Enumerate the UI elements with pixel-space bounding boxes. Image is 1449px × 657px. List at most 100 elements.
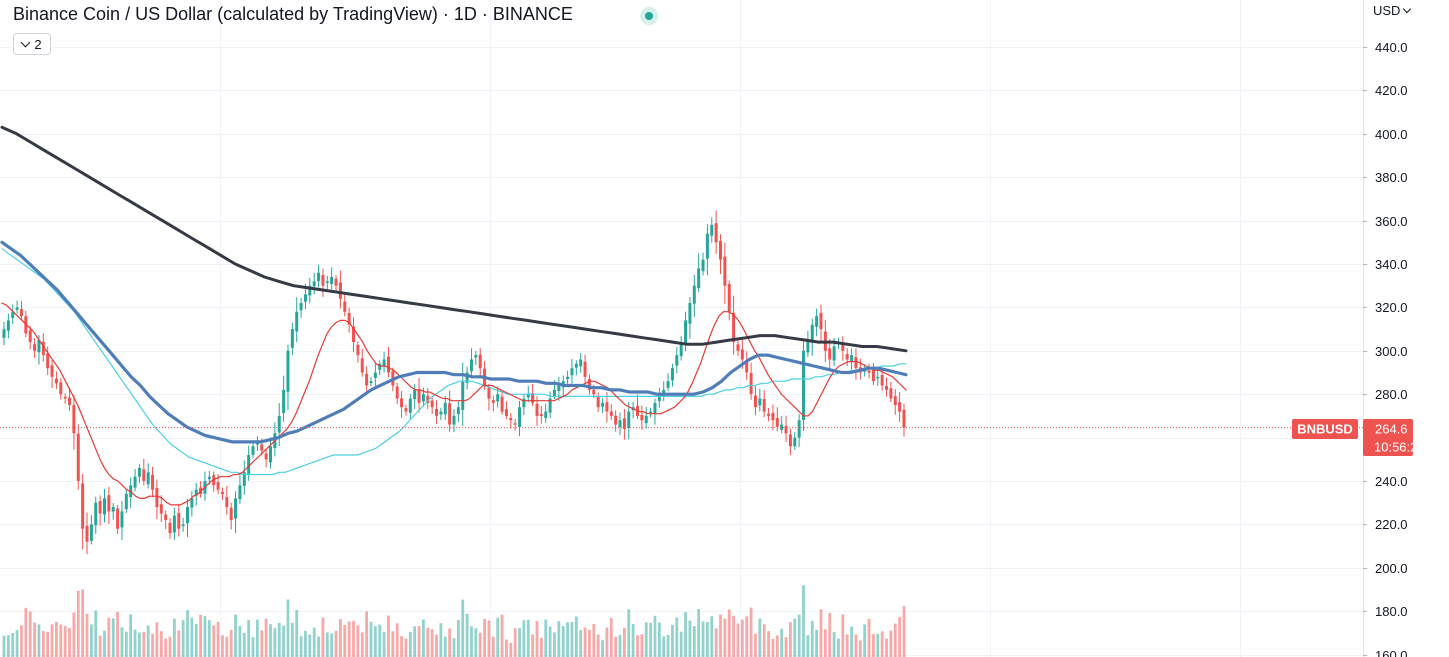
candle-body	[33, 344, 37, 351]
volume-bar	[837, 638, 840, 657]
candle-body	[867, 370, 871, 373]
candle-body	[583, 361, 587, 377]
volume-bar	[601, 640, 604, 657]
y-tick-label: 380.0	[1375, 170, 1408, 185]
volume-bar	[347, 621, 351, 657]
volume-bar	[588, 629, 591, 657]
volume-bar	[784, 637, 788, 657]
volume-bar	[518, 627, 521, 657]
volume-bar	[740, 619, 744, 657]
volume-bar	[762, 624, 766, 657]
y-tick-label: 160.0	[1375, 648, 1408, 657]
volume-bar	[657, 622, 661, 657]
candle-body	[378, 363, 382, 370]
candle-body	[461, 381, 465, 410]
volume-bar	[631, 624, 635, 657]
volume-bar	[290, 622, 294, 657]
candle-body	[793, 437, 797, 447]
volume-bar	[736, 623, 740, 657]
candle-body	[386, 356, 390, 373]
volume-bar	[242, 632, 246, 657]
volume-bar	[863, 624, 867, 657]
indicators-toggle-button[interactable]: 2	[13, 33, 51, 55]
candle-body	[496, 394, 500, 402]
volume-bar	[832, 632, 836, 657]
volume-bar	[159, 631, 163, 657]
volume-bar	[391, 631, 395, 657]
volume-bar	[142, 632, 146, 657]
volume-bar	[876, 633, 880, 657]
volume-bar	[2, 635, 6, 657]
candle-body	[430, 400, 434, 408]
y-tick-label: 440.0	[1375, 40, 1408, 55]
candle-body	[172, 515, 176, 533]
volume-bar	[662, 636, 666, 657]
candle-body	[124, 494, 128, 510]
candle-body	[238, 485, 242, 500]
volume-bar	[815, 629, 819, 657]
candle-body	[6, 320, 10, 331]
candle-body	[666, 381, 670, 388]
candle-body	[762, 399, 766, 412]
candle-body	[670, 368, 674, 381]
volume-bar	[234, 614, 237, 657]
bar-countdown: 10:56:23	[1374, 440, 1425, 455]
last-price-tag	[1363, 419, 1413, 456]
volume-bar	[448, 628, 452, 657]
volume-bar	[487, 620, 491, 657]
candle-body	[876, 376, 880, 379]
candle-body	[478, 354, 482, 369]
candle-body	[828, 348, 832, 360]
volume-bar	[627, 609, 631, 657]
candle-body	[679, 342, 683, 357]
candle-body	[303, 294, 307, 302]
volume-bar	[531, 634, 535, 657]
volume-bar	[76, 590, 80, 657]
volume-bar	[260, 630, 264, 657]
candle-body	[780, 424, 784, 430]
candle-body	[168, 522, 172, 534]
volume-bar	[609, 618, 613, 657]
volume-bar	[373, 626, 377, 657]
volume-bar	[155, 622, 159, 657]
candle-body	[365, 373, 369, 386]
candle-body	[435, 409, 439, 416]
candle-body	[815, 316, 819, 327]
candle-body	[784, 425, 788, 434]
volume-bar	[72, 612, 76, 657]
candle-body	[854, 357, 858, 369]
candle-body	[767, 413, 771, 416]
candle-body	[788, 434, 792, 447]
currency-selector[interactable]: USD	[1373, 3, 1412, 18]
volume-bar	[509, 642, 513, 657]
volume-bar	[133, 629, 137, 657]
candle-body	[609, 411, 613, 416]
candle-body	[640, 415, 644, 421]
volume-bar	[85, 613, 89, 657]
volume-bar	[24, 607, 28, 657]
volume-bar	[111, 618, 115, 657]
candle-body	[120, 511, 124, 528]
volume-bar	[483, 618, 486, 657]
ma-line-cyan	[1, 248, 907, 476]
volume-bar	[544, 619, 548, 657]
candle-body	[321, 275, 325, 286]
candle-body	[400, 398, 404, 408]
y-tick-label: 320.0	[1375, 300, 1408, 315]
candle-body	[164, 514, 168, 521]
price-axis[interactable]: 440.0 420.0 400.0 380.0 360.0 340.0 320.0 300.0…	[1363, 40, 1408, 657]
candle-body	[159, 504, 163, 514]
volume-bar	[522, 620, 526, 657]
volume-bar	[727, 609, 731, 657]
volume-bar	[719, 614, 722, 657]
candle-body	[771, 413, 775, 421]
volume-bar	[107, 617, 111, 657]
candle-body	[688, 303, 692, 324]
candle-body	[50, 365, 54, 377]
volume-bar	[41, 631, 45, 657]
candle-body	[448, 403, 452, 425]
candle-body	[98, 501, 102, 514]
volume-bar	[89, 624, 93, 657]
volume-bar	[880, 631, 884, 657]
